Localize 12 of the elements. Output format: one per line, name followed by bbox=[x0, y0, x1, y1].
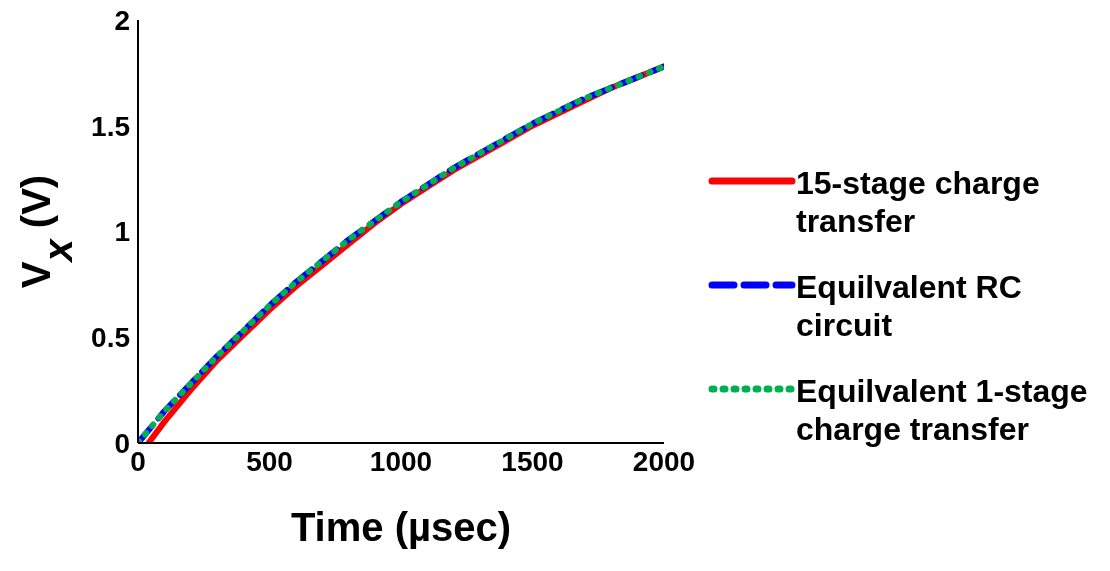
x-tick-label: 1500 bbox=[501, 445, 564, 477]
legend-label: Equilvalent RC circuit bbox=[796, 267, 1023, 344]
x-tick-label: 1000 bbox=[369, 445, 433, 477]
legend-label: 15-stage charge transfer bbox=[796, 163, 1041, 240]
y-tick-label: 1 bbox=[114, 216, 130, 248]
y-tick-label: 1.5 bbox=[91, 110, 130, 142]
x-tick-label: 500 bbox=[246, 445, 293, 477]
y-tick-label: 2 bbox=[114, 4, 130, 36]
x-axis-title: Time (µsec) bbox=[290, 505, 512, 549]
legend-label: Equilvalent 1-stage charge transfer bbox=[796, 371, 1089, 448]
x-tick-label: 2000 bbox=[632, 445, 696, 477]
y-tick-label: 0.5 bbox=[91, 322, 130, 354]
